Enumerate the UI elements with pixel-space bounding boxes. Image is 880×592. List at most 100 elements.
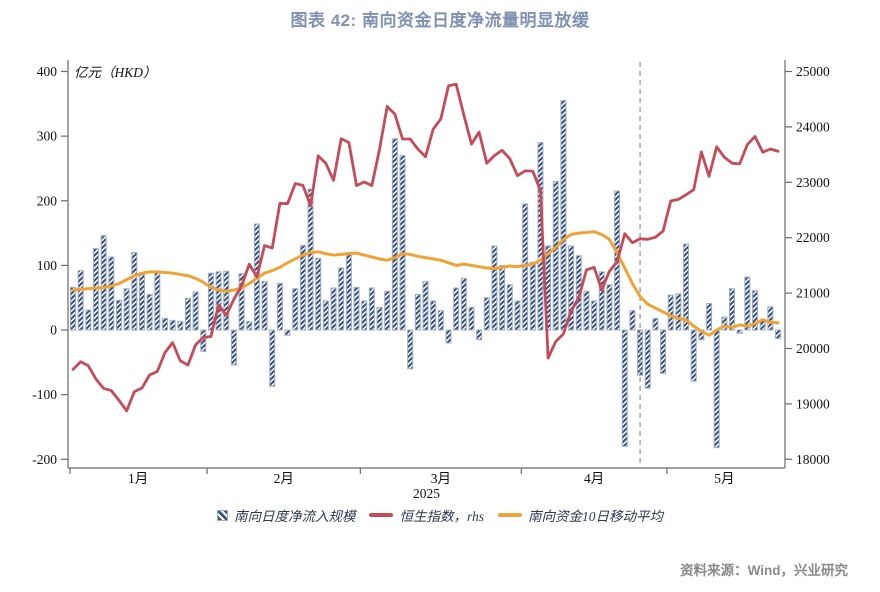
daily-flow-bar (192, 291, 199, 331)
daily-flow-bar (154, 271, 161, 331)
daily-flow-bar (499, 264, 506, 331)
daily-flow-bar (767, 306, 774, 331)
daily-flow-bar (177, 321, 184, 331)
daily-flow-bar (399, 155, 406, 331)
daily-flow-bar (430, 300, 437, 331)
daily-flow-bar (376, 306, 383, 331)
left-axis-tick-label: 200 (37, 193, 58, 208)
right-axis-tick-label: 23000 (796, 175, 830, 190)
left-axis-tick-label: 0 (50, 323, 57, 338)
daily-flow-bar (184, 297, 191, 331)
daily-flow-bar (729, 288, 736, 331)
daily-flow-bar (560, 100, 567, 331)
right-axis-tick-label: 21000 (796, 286, 830, 301)
daily-flow-bar (690, 329, 697, 382)
daily-flow-bar (223, 270, 230, 331)
daily-flow-bar (675, 293, 682, 331)
daily-flow-bar (131, 251, 138, 331)
daily-flow-bar (115, 299, 122, 331)
legend-label-hsi: 恒生指数，rhs (399, 509, 484, 524)
left-axis-tick-label: 400 (37, 64, 58, 79)
daily-flow-bar (652, 317, 659, 331)
daily-flow-bar (445, 329, 452, 344)
daily-flow-bar (568, 245, 575, 331)
daily-flow-bar (146, 293, 153, 331)
daily-flow-bar (315, 257, 322, 331)
daily-flow-bar (108, 256, 115, 331)
x-axis-month-label: 5月 (714, 471, 734, 486)
legend-item-hsi: 恒生指数，rhs (369, 505, 484, 525)
daily-flow-bar (100, 235, 107, 331)
daily-flow-bar (606, 284, 613, 331)
daily-flow-bar (77, 270, 84, 331)
daily-flow-bar (169, 319, 176, 331)
daily-flow-bar (752, 290, 759, 331)
chart-legend: 南向日度净流入规模 恒生指数，rhs 南向资金10日移动平均 (0, 505, 880, 525)
daily-flow-bar (514, 300, 521, 331)
right-axis-tick-label: 19000 (796, 396, 830, 411)
hatch-square-icon (216, 509, 228, 521)
daily-flow-bar (138, 273, 145, 331)
x-axis-month-label: 4月 (584, 471, 604, 486)
daily-flow-bar (299, 244, 306, 331)
right-axis-tick-label: 22000 (796, 230, 830, 245)
daily-flow-bar (644, 329, 651, 389)
orange-line-icon (498, 513, 522, 517)
daily-flow-bar (552, 180, 559, 331)
daily-flow-bar (407, 329, 414, 370)
daily-flow-bar (391, 138, 398, 331)
daily-flow-bar (453, 287, 460, 331)
daily-flow-bar (353, 286, 360, 331)
daily-flow-bar (713, 329, 720, 449)
daily-flow-bar (246, 321, 253, 331)
left-axis-unit-label: 亿元（HKD） (74, 65, 157, 80)
axes (61, 60, 792, 474)
daily-flow-bar (468, 306, 475, 331)
daily-flow-bar (744, 276, 751, 331)
legend-item-ma10: 南向资金10日移动平均 (498, 505, 663, 525)
daily-flow-bar (667, 294, 674, 331)
daily-flow-bar (460, 277, 467, 331)
daily-flow-bar (123, 288, 130, 331)
daily-flow-bar (598, 271, 605, 331)
daily-flow-bar (621, 329, 628, 447)
daily-flow-bar (706, 303, 713, 331)
legend-item-net-inflow: 南向日度净流入规模 (216, 505, 356, 525)
daily-flow-bar (414, 293, 421, 331)
legend-label-net-inflow: 南向日度净流入规模 (233, 509, 356, 524)
daily-flow-bar (437, 310, 444, 331)
x-axis-month-label: 1月 (128, 471, 148, 486)
daily-flow-bar (422, 281, 429, 331)
daily-flow-bar (161, 317, 168, 331)
daily-flow-bar (721, 316, 728, 331)
daily-flow-bar (506, 284, 513, 331)
daily-flow-bar (345, 251, 352, 331)
daily-flow-bar (683, 243, 690, 331)
right-axis-tick-label: 20000 (796, 341, 830, 356)
x-axis-month-label: 2月 (274, 471, 294, 486)
left-axis-tick-label: 100 (37, 258, 58, 273)
daily-flow-bar (491, 245, 498, 331)
daily-flow-bar (230, 329, 237, 366)
right-axis-tick-label: 24000 (796, 119, 830, 134)
daily-flow-bar (476, 329, 483, 341)
legend-label-ma10: 南向资金10日移动平均 (528, 509, 663, 524)
daily-flow-bar (70, 286, 76, 331)
daily-flow-bar (660, 329, 667, 374)
daily-flow-bar (284, 329, 291, 336)
daily-flow-bar (207, 272, 214, 331)
daily-flow-bar (629, 310, 636, 331)
daily-flow-bar (292, 288, 299, 331)
daily-flow-bar (322, 300, 329, 331)
daily-flow-bar (483, 297, 490, 331)
daily-flow-bar (269, 329, 276, 387)
daily-flow-bar (775, 329, 781, 339)
daily-flow-bar (261, 281, 268, 331)
daily-flow-bar (368, 287, 375, 331)
left-axis-tick-label: -200 (32, 452, 57, 467)
daily-flow-bar (215, 271, 222, 331)
daily-flow-bar (330, 287, 337, 331)
daily-flow-bar (276, 282, 283, 331)
